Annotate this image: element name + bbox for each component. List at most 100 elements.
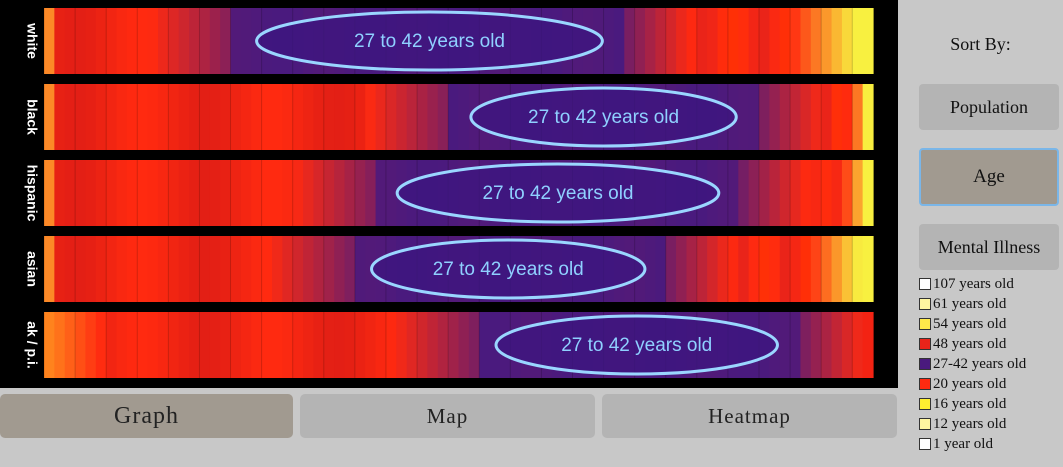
heatmap-cell: [448, 312, 460, 378]
heatmap-cell: [199, 312, 211, 378]
sort-mental-illness-button[interactable]: Mental Illness: [919, 224, 1059, 270]
heatmap-cell: [841, 160, 853, 226]
heatmap-cell: [261, 84, 273, 150]
heatmap-cell: [417, 84, 429, 150]
heatmap-cell: [696, 8, 708, 74]
heatmap-cell: [759, 84, 770, 150]
heatmap-cell: [189, 312, 201, 378]
legend-swatch: [919, 398, 931, 410]
heatmap-cell: [199, 84, 211, 150]
heatmap-cell: [468, 312, 480, 378]
heatmap-cell: [75, 236, 87, 302]
heatmap-cell: [44, 84, 55, 150]
heatmap-cell: [64, 236, 76, 302]
heatmap-cell: [313, 312, 325, 378]
heatmap-cell: [831, 84, 843, 150]
heatmap-cell: [168, 8, 180, 74]
sort-age-button[interactable]: Age: [919, 148, 1059, 206]
heatmap-cell: [251, 84, 263, 150]
heatmap-cell: [831, 160, 843, 226]
heatmap-cell: [54, 8, 66, 74]
heatmap-cell: [738, 84, 750, 150]
row-label: hispanic: [24, 165, 40, 222]
heatmap-cell: [209, 160, 221, 226]
heatmap-cell: [116, 8, 128, 74]
heatmap-cell: [178, 236, 190, 302]
heatmap-cell: [479, 312, 491, 378]
age-range-highlight[interactable]: [255, 10, 604, 72]
heatmap-cell: [240, 236, 252, 302]
heatmap-cell: [189, 84, 201, 150]
heatmap-cell: [147, 236, 159, 302]
heatmap-cell: [344, 236, 356, 302]
heatmap-cell: [323, 236, 335, 302]
heatmap-cell: [323, 312, 335, 378]
legend-item: 107 years old: [919, 274, 1063, 294]
age-range-highlight[interactable]: [395, 162, 721, 224]
heatmap-cell: [665, 8, 677, 74]
sort-population-button[interactable]: Population: [919, 84, 1059, 130]
sort-title: Sort By:: [950, 34, 1011, 54]
heatmap-cell: [375, 312, 387, 378]
heatmap-cell: [209, 84, 221, 150]
heatmap-cell: [303, 236, 315, 302]
heatmap-cell: [168, 312, 180, 378]
legend-label: 48 years old: [933, 335, 1007, 352]
heatmap-cell: [686, 236, 698, 302]
heatmap-cell: [645, 236, 656, 302]
heatmap-cell: [251, 160, 263, 226]
heatmap-cell: [147, 84, 159, 150]
heatmap-cell: [852, 312, 864, 378]
heatmap-cell: [44, 236, 55, 302]
heatmap-cell: [240, 160, 252, 226]
heatmap-cell: [810, 312, 822, 378]
age-range-label: 27 to 42 years old: [354, 31, 505, 52]
legend-label: 1 year old: [933, 435, 993, 452]
heatmap-cell: [106, 8, 118, 74]
legend-swatch: [919, 298, 931, 310]
legend-label: 20 years old: [933, 375, 1007, 392]
heatmap-cell: [230, 84, 242, 150]
heatmap-cell: [75, 84, 87, 150]
heatmap-cell: [147, 160, 159, 226]
heatmap-cell: [271, 312, 283, 378]
age-range-label: 27 to 42 years old: [433, 259, 584, 280]
heatmap-cell: [230, 8, 242, 74]
heatmap-cell: [313, 236, 325, 302]
legend-label: 12 years old: [933, 415, 1007, 432]
heatmap-cell: [852, 236, 864, 302]
heatmap-cell: [624, 8, 636, 74]
heatmap-cell: [437, 312, 449, 378]
heatmap-cell: [199, 236, 211, 302]
tab-graph[interactable]: Graph: [0, 394, 293, 438]
heatmap-cell: [769, 160, 781, 226]
heatmap-cell: [354, 312, 366, 378]
legend-label: 54 years old: [933, 315, 1007, 332]
heatmap-cell: [437, 84, 449, 150]
heatmap-cell: [790, 160, 802, 226]
heatmap-cell: [385, 312, 397, 378]
heatmap-cell: [841, 236, 853, 302]
heatmap-cell: [126, 84, 138, 150]
heatmap-cell: [199, 8, 211, 74]
heatmap-cell: [271, 236, 283, 302]
heatmap-cell: [106, 312, 118, 378]
age-range-highlight[interactable]: [370, 238, 647, 300]
tab-map[interactable]: Map: [300, 394, 595, 438]
heatmap-cell: [147, 8, 159, 74]
tab-heatmap[interactable]: Heatmap: [602, 394, 897, 438]
heatmap-cell: [54, 84, 66, 150]
heatmap-cell: [406, 312, 418, 378]
legend-swatch: [919, 438, 931, 450]
heatmap-cell: [717, 160, 729, 226]
heatmap-cell: [292, 236, 304, 302]
heatmap-cell: [707, 8, 719, 74]
heatmap-cell: [365, 84, 377, 150]
heatmap-cell: [790, 8, 802, 74]
age-range-highlight[interactable]: [469, 86, 738, 148]
heatmap-cell: [334, 312, 346, 378]
heatmap-cell: [44, 160, 55, 226]
heatmap-cell: [375, 160, 387, 226]
legend-label: 107 years old: [933, 275, 1014, 292]
age-range-highlight[interactable]: [494, 314, 779, 376]
